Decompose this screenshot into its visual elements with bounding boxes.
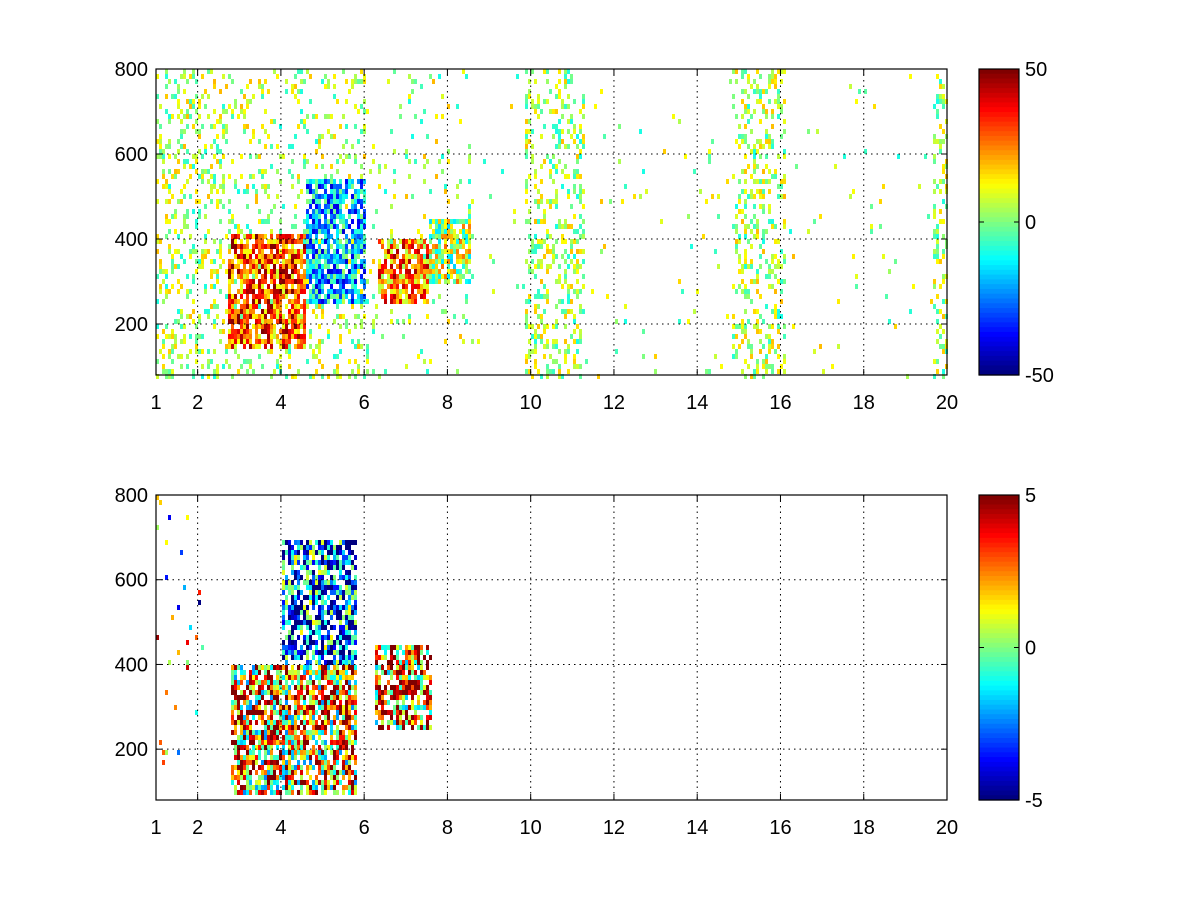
colorbar: -50 0 50 [978,59,1054,387]
colorbar-tick-label: 50 [1025,59,1047,81]
x-tick-label: 8 [442,817,453,839]
x-tick-label: 20 [936,817,958,839]
axes-box [155,68,948,376]
y-tick-label: 200 [115,314,148,336]
x-tick-label: 16 [769,817,791,839]
x-tick-label: 20 [936,392,958,414]
x-tick-label: 6 [359,817,370,839]
y-tick-label: 200 [115,739,148,761]
x-tick-label: 12 [603,392,625,414]
colorbar-tick-label: 0 [1025,638,1036,660]
y-tick-label: 800 [115,59,148,81]
axes-box [155,494,948,801]
x-tick-label: 10 [520,392,542,414]
heatmap-cells [156,495,432,795]
x-tick-label: 4 [275,817,286,839]
y-tick-label: 800 [115,485,148,507]
x-tick-label: 18 [853,817,875,839]
x-tick-label: 18 [853,392,875,414]
colorbar-tick-label: 5 [1025,485,1036,507]
x-tick-label: 12 [603,817,625,839]
y-tick-label: 400 [115,654,148,676]
x-tick-label: 4 [275,392,286,414]
x-tick-label: 2 [192,817,203,839]
x-tick-label: 14 [686,392,708,414]
colorbar-tick-label: 0 [1025,212,1036,234]
x-tick-label: 6 [359,392,370,414]
x-tick-label: 1 [150,817,161,839]
colorbar-tick-label: -50 [1025,365,1054,387]
plot-area [156,495,947,800]
y-tick-label: 600 [115,570,148,592]
colorbar-tick-label: -5 [1025,790,1043,812]
x-tick-label: 8 [442,392,453,414]
x-tick-label: 14 [686,817,708,839]
x-tick-label: 16 [769,392,791,414]
y-tick-label: 600 [115,144,148,166]
x-tick-label: 1 [150,392,161,414]
x-tick-label: 2 [192,392,203,414]
colorbar: -5 0 5 [978,485,1043,812]
y-tick-label: 400 [115,229,148,251]
x-tick-label: 10 [520,817,542,839]
